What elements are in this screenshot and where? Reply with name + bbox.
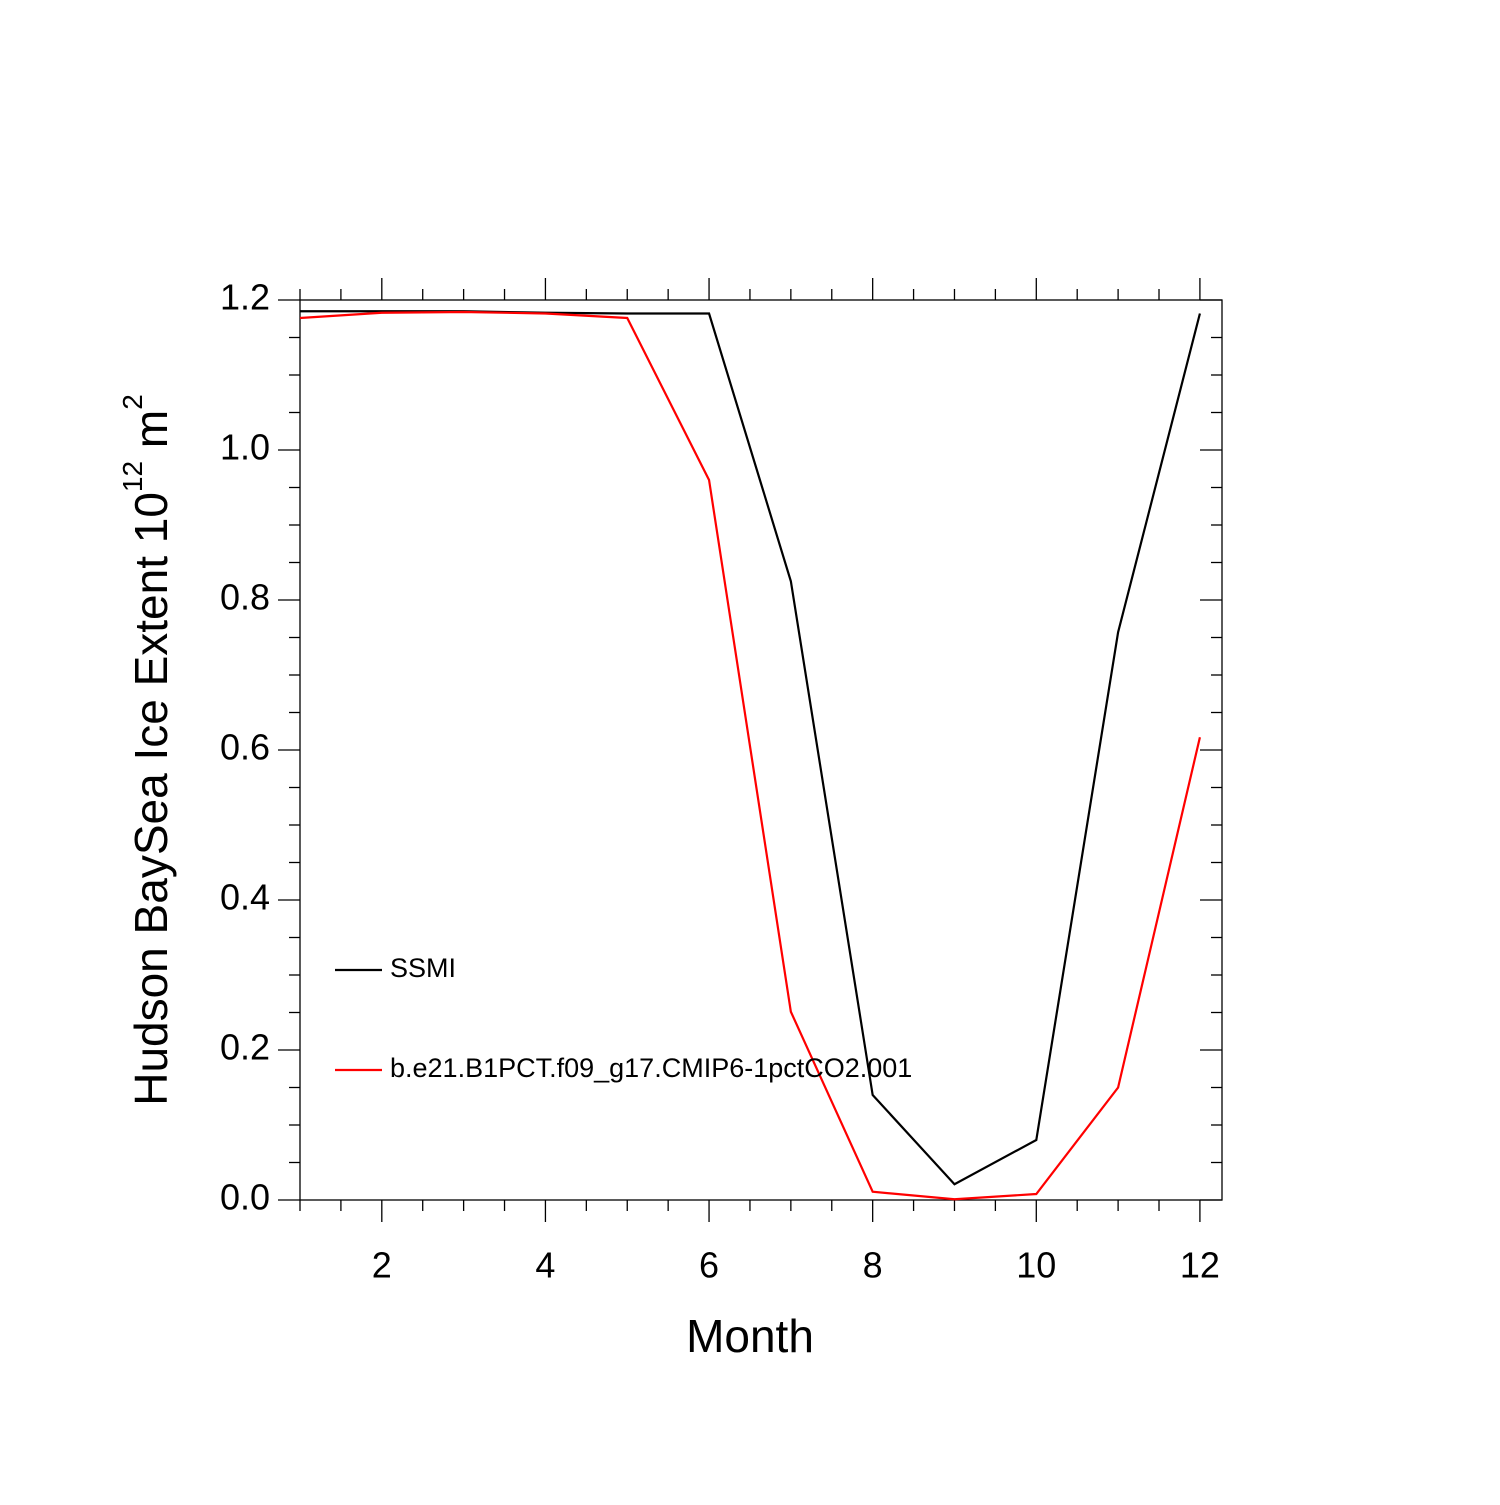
y-tick-label: 1.2 bbox=[220, 277, 270, 318]
x-tick-label: 12 bbox=[1180, 1245, 1220, 1286]
x-tick-label: 4 bbox=[535, 1245, 555, 1286]
x-axis-label: Month bbox=[686, 1310, 814, 1362]
y-tick-label: 0.6 bbox=[220, 727, 270, 768]
y-tick-label: 0.0 bbox=[220, 1177, 270, 1218]
legend-label: b.e21.B1PCT.f09_g17.CMIP6-1pctCO2.001 bbox=[390, 1053, 912, 1083]
x-tick-label: 6 bbox=[699, 1245, 719, 1286]
y-tick-label: 1.0 bbox=[220, 427, 270, 468]
x-tick-label: 8 bbox=[863, 1245, 883, 1286]
legend-label: SSMI bbox=[390, 953, 456, 983]
series-line bbox=[299, 310, 1201, 1201]
y-tick-label: 0.8 bbox=[220, 577, 270, 618]
x-tick-label: 10 bbox=[1016, 1245, 1056, 1286]
y-tick-label: 0.2 bbox=[220, 1027, 270, 1068]
y-axis-label: Hudson BaySea Ice Extent 1012 m2 bbox=[117, 394, 177, 1106]
y-tick-label: 0.4 bbox=[220, 877, 270, 918]
x-tick-label: 2 bbox=[372, 1245, 392, 1286]
